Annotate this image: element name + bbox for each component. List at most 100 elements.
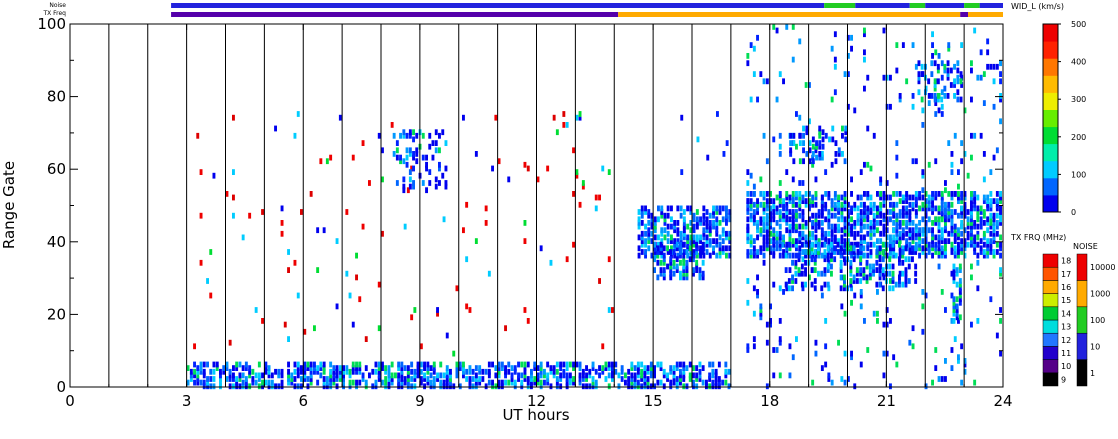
data-cell [759,71,763,77]
data-cell [992,212,996,219]
data-cell [843,245,847,252]
data-cell [670,238,673,244]
data-cell [808,252,811,259]
data-cell [762,78,766,85]
data-cell [833,212,837,219]
data-cell [387,379,391,386]
data-cell [322,383,326,390]
data-cell [257,383,261,390]
data-cell [957,318,960,324]
data-cell [804,234,808,241]
data-cell [818,154,822,161]
data-cell [882,194,886,201]
data-cell [979,249,983,255]
data-cell [905,230,909,237]
data-cell [778,71,782,77]
data-cell [986,252,990,259]
data-cell [673,227,677,234]
data-cell [462,227,465,234]
data-cell [811,158,815,165]
data-cell [695,241,699,248]
data-cell [885,209,889,215]
data-cell [653,245,656,252]
data-cell [855,267,859,273]
data-cell [787,278,791,284]
data-cell [982,230,986,237]
data-cell [675,383,679,390]
data-cell [817,238,821,244]
data-cell [830,234,834,241]
data-cell [778,223,782,230]
data-cell [572,241,575,248]
data-cell [992,252,996,259]
data-cell [633,376,637,382]
data-cell [762,241,766,248]
data-cell [219,383,222,390]
data-cell [911,238,915,244]
data-cell [989,63,993,70]
data-cell [705,220,709,226]
data-cell [934,365,938,371]
data-cell [445,332,449,339]
data-cell [594,368,598,375]
data-cell [637,209,641,215]
data-cell [640,241,644,248]
data-cell [611,361,614,368]
data-cell [804,82,808,88]
data-cell [202,361,206,368]
data-cell [931,234,934,241]
data-cell [725,216,728,223]
data-cell [426,361,430,368]
data-cell [752,209,756,215]
data-cell [682,376,686,382]
data-cell [387,376,391,382]
data-cell [309,191,313,197]
data-cell [244,383,248,390]
data-cell [765,234,769,241]
data-cell [800,241,804,248]
data-cell [950,201,954,208]
data-cell [585,383,588,390]
data-cell [607,365,611,371]
data-cell [872,263,875,270]
data-cell [412,136,415,143]
data-cell [830,256,833,263]
data-cell [866,216,870,223]
data-cell [405,161,409,168]
data-cell [833,205,837,212]
x-tick-label: 18 [760,392,779,410]
data-cell [746,180,750,186]
data-cell [921,107,925,114]
data-cell [752,216,756,223]
data-cell [989,230,993,237]
data-cell [377,365,381,371]
data-cell [878,249,882,255]
data-cell [820,201,824,208]
data-cell [820,241,824,248]
data-cell [892,234,896,241]
data-cell [853,383,857,390]
data-cell [673,220,677,226]
data-cell [970,194,973,201]
data-cell [309,372,313,379]
data-cell [636,368,640,375]
data-cell [775,205,779,212]
data-cell [698,270,702,277]
data-cell [358,365,362,371]
data-cell [859,267,863,273]
data-cell [637,252,641,259]
data-cell [947,209,951,215]
data-cell [843,194,847,201]
data-cell [575,169,579,175]
data-cell [722,151,726,157]
data-cell [762,216,766,223]
data-cell [523,161,527,168]
data-cell [647,245,651,252]
data-cell [973,220,977,226]
data-cell [637,216,641,223]
data-cell [520,379,524,386]
data-cell [940,209,944,215]
data-cell [889,278,892,284]
data-cell [843,256,846,263]
